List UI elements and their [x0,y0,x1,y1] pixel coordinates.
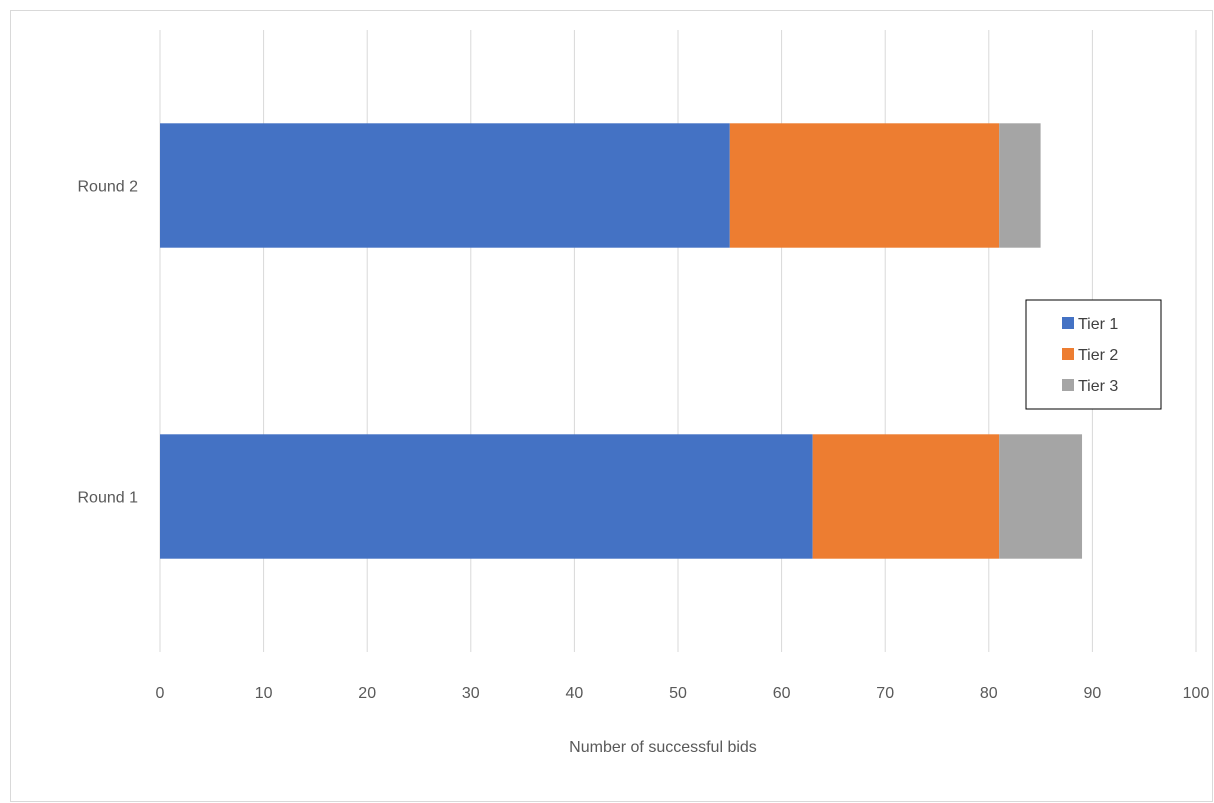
bar-tier-1-round-2 [160,123,730,248]
legend-swatch [1062,348,1074,360]
legend-label: Tier 1 [1078,316,1118,333]
x-tick-label: 60 [773,685,791,702]
x-tick-label: 20 [358,685,376,702]
x-tick-label: 70 [876,685,894,702]
legend-box [1025,299,1162,410]
legend-swatch [1062,317,1074,329]
legend: Tier 1 Tier 2 Tier 3 [1025,299,1162,410]
bar-tier-2-round-1 [812,434,1000,559]
bar-tier-1-round-1 [160,434,813,559]
x-axis-ticks: 0 10 20 30 40 50 60 70 80 90 100 [156,685,1210,702]
legend-label: Tier 2 [1078,347,1118,364]
y-axis-categories: Round 1 Round 2 [78,179,139,507]
category-label: Round 1 [78,490,139,507]
x-tick-label: 90 [1084,685,1102,702]
x-tick-label: 80 [980,685,998,702]
legend-swatch [1062,379,1074,391]
bar-tier-3-round-2 [999,123,1041,248]
x-axis-title: Number of successful bids [569,739,757,756]
bar-tier-3-round-1 [999,434,1083,559]
x-tick-label: 50 [669,685,687,702]
x-tick-label: 30 [462,685,480,702]
bars [160,123,1083,559]
legend-label: Tier 3 [1078,378,1118,395]
x-tick-label: 100 [1183,685,1210,702]
category-label: Round 2 [78,179,139,196]
x-tick-label: 40 [566,685,584,702]
x-tick-label: 10 [255,685,273,702]
bar-tier-2-round-2 [729,123,1000,248]
x-tick-label: 0 [156,685,165,702]
